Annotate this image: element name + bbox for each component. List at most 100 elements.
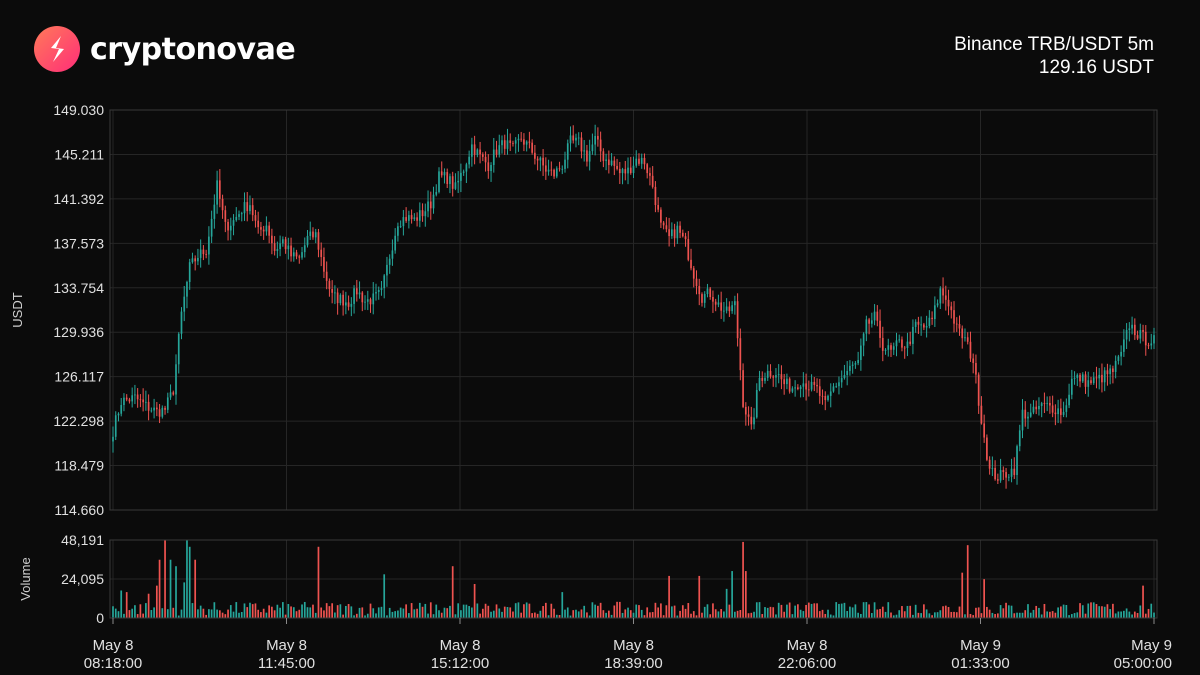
volume-bar: [903, 611, 906, 618]
volume-bar: [714, 609, 717, 618]
candle-body: [755, 390, 758, 418]
volume-bar: [369, 603, 372, 618]
volume-bar: [805, 604, 807, 618]
volume-bar: [1038, 607, 1040, 618]
candle-body: [134, 394, 136, 396]
volume-bar: [342, 614, 344, 618]
x-tick-time: 15:12:00: [431, 655, 489, 672]
candle-body: [958, 324, 961, 329]
candle-body: [397, 226, 399, 236]
volume-bar: [175, 566, 177, 618]
volume-bar: [1128, 611, 1131, 618]
volume-bar: [353, 615, 355, 618]
volume-bar: [613, 605, 616, 618]
candle-body: [766, 370, 769, 378]
volume-bar: [898, 610, 901, 618]
volume-bar: [986, 606, 988, 618]
volume-bar: [309, 607, 312, 618]
candle-body: [671, 229, 673, 237]
candle-body: [734, 301, 736, 306]
volume-bar: [298, 609, 301, 618]
candle-body: [561, 168, 564, 170]
volume-bar: [232, 611, 235, 618]
volume-bar: [454, 614, 457, 618]
candle-body: [840, 378, 843, 383]
candle-body: [1114, 360, 1117, 373]
candle-body: [339, 294, 342, 304]
candle-body: [323, 257, 325, 272]
candle-body: [125, 397, 128, 400]
volume-bar: [268, 605, 271, 618]
candle-body: [1128, 328, 1131, 330]
candle-body: [232, 220, 235, 226]
candle-body: [742, 370, 744, 407]
volume-bar: [890, 612, 892, 618]
candle-body: [1095, 377, 1098, 379]
candle-body: [936, 303, 939, 306]
candle-body: [454, 182, 457, 189]
candle-body: [783, 379, 786, 385]
candle-body: [1073, 377, 1076, 379]
candle-body: [175, 364, 177, 395]
candle-body: [347, 302, 350, 307]
candle-body: [197, 257, 199, 262]
x-tick-time: 01:33:00: [951, 655, 1009, 672]
x-tick-date: May 9: [960, 637, 1001, 654]
volume-bar: [764, 607, 766, 618]
candle-body: [994, 467, 996, 480]
volume-bar: [1073, 613, 1076, 618]
volume-bar: [490, 611, 492, 618]
volume-bar: [534, 612, 536, 618]
candle-body: [975, 363, 977, 375]
candle-body: [824, 395, 827, 401]
candle-body: [145, 401, 147, 403]
volume-bar: [424, 603, 427, 618]
volume-bar: [610, 614, 613, 618]
volume-bar: [1021, 612, 1024, 618]
volume-bar: [224, 614, 227, 618]
volume-bar: [1081, 605, 1084, 618]
candle-body: [468, 156, 470, 165]
candle-body: [703, 294, 706, 303]
candle-body: [895, 340, 898, 347]
candle-body: [547, 169, 550, 172]
candle-body: [238, 214, 240, 217]
candle-body: [870, 320, 873, 324]
volume-bar: [287, 603, 290, 618]
volume-bar: [586, 612, 588, 618]
candle-body: [240, 213, 243, 215]
volume-bar: [440, 612, 443, 618]
candle-body: [298, 256, 301, 258]
candle-body: [534, 152, 536, 159]
volume-bar: [435, 604, 438, 618]
candle-body: [435, 191, 438, 195]
candle-body: [720, 302, 723, 311]
volume-bar: [386, 615, 388, 618]
candle-body: [492, 149, 495, 165]
candle-body: [539, 157, 542, 161]
candle-body: [183, 296, 186, 312]
volume-bar: [188, 546, 191, 618]
volume-bar: [555, 614, 558, 618]
candle-body: [1147, 345, 1150, 347]
volume-bar: [273, 610, 276, 618]
candle-body: [191, 258, 194, 263]
volume-bar: [1079, 603, 1081, 618]
volume-bar: [569, 615, 572, 618]
volume-bar: [408, 613, 410, 618]
candle-body: [588, 151, 591, 162]
price-tick-label: 149.030: [53, 102, 104, 118]
candle-body: [1007, 476, 1010, 478]
volume-bar: [536, 613, 539, 618]
candle-body: [917, 321, 920, 325]
candle-body: [169, 392, 172, 398]
candle-body: [731, 305, 733, 312]
volume-bar: [994, 614, 996, 618]
candle-body: [772, 376, 775, 378]
candle-body: [1016, 446, 1018, 475]
volume-bar: [865, 602, 868, 618]
volume-bar: [1131, 614, 1133, 618]
candles: [112, 124, 1155, 489]
volume-bar: [972, 615, 975, 618]
volume-bar: [821, 609, 824, 618]
